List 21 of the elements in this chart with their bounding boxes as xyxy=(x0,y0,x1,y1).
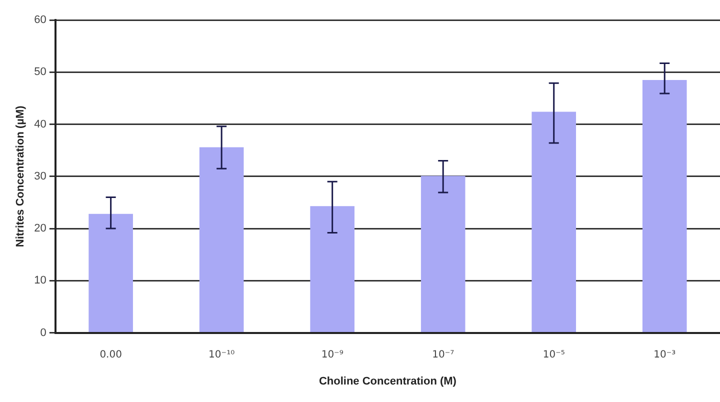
y-tick-label: 10 xyxy=(34,274,46,287)
y-tick-label: 40 xyxy=(34,118,46,130)
y-tick-label: 30 xyxy=(34,170,46,182)
x-tick-label: 10⁻⁹ xyxy=(321,349,344,360)
bar xyxy=(532,112,576,332)
bar xyxy=(199,147,244,332)
bar xyxy=(310,206,354,332)
x-tick-label: 10⁻⁷ xyxy=(432,349,454,360)
x-axis-title: Choline Concentration (M) xyxy=(318,375,457,388)
bar xyxy=(420,176,466,332)
bar xyxy=(88,214,133,332)
bar xyxy=(642,80,687,332)
y-axis-title: Nitrites Concentration (µM) xyxy=(14,105,27,248)
y-tick-label: 50 xyxy=(34,66,46,78)
x-tick-label: 10⁻³ xyxy=(654,349,676,360)
y-tick-label: 60 xyxy=(34,14,46,26)
y-tick-label: 0 xyxy=(40,326,46,339)
x-tick-label: 10⁻¹⁰ xyxy=(208,349,235,360)
y-tick-label: 20 xyxy=(34,222,46,235)
x-tick-label: 0.00 xyxy=(100,349,122,360)
x-tick-label: 10⁻⁵ xyxy=(542,349,565,360)
